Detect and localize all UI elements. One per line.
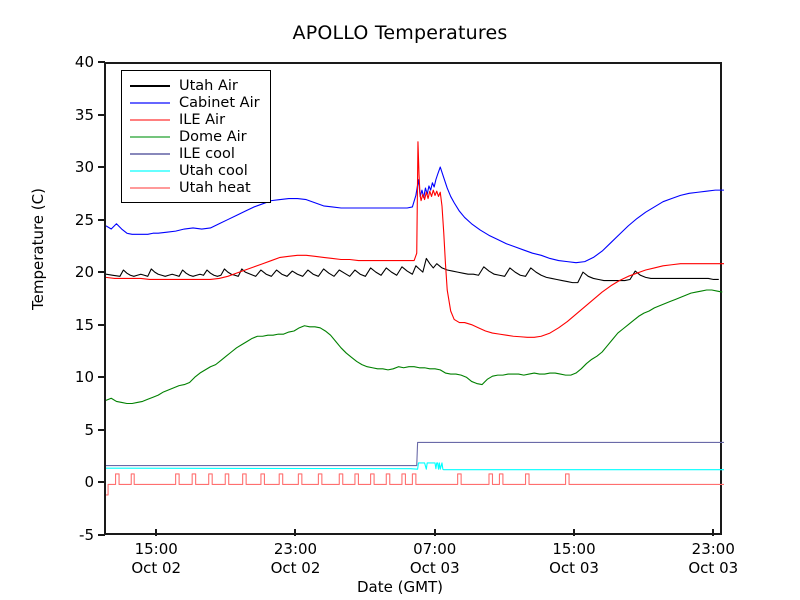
x-tick-time: 07:00 bbox=[413, 540, 457, 558]
legend-label: ILE Air bbox=[179, 111, 226, 128]
y-tick-label: -5 bbox=[79, 526, 94, 544]
legend-label: Utah cool bbox=[179, 162, 248, 179]
series-line-ile-cool bbox=[106, 441, 724, 467]
chart-legend: Utah Air Cabinet Air ILE Air Dome Air ILE co… bbox=[121, 70, 271, 203]
legend-label: Dome Air bbox=[179, 128, 247, 145]
y-tick-mark bbox=[98, 534, 105, 536]
series-line-utah-cool bbox=[106, 462, 724, 471]
x-tick-label: 15:00 Oct 03 bbox=[504, 540, 644, 578]
y-tick-mark bbox=[98, 218, 105, 221]
legend-item-utah-heat[interactable]: Utah heat bbox=[130, 179, 260, 196]
x-tick-label: 23:00 Oct 02 bbox=[225, 540, 365, 578]
y-axis-label: Temperature (C) bbox=[29, 188, 47, 310]
x-tick-label: 07:00 Oct 03 bbox=[365, 540, 505, 578]
x-tick-mark bbox=[294, 529, 297, 536]
legend-item-utah-air[interactable]: Utah Air bbox=[130, 77, 260, 94]
x-tick-time: 15:00 bbox=[134, 540, 178, 558]
legend-swatch-icon bbox=[130, 84, 170, 87]
y-tick-mark bbox=[98, 166, 105, 169]
x-tick-time: 23:00 bbox=[273, 540, 318, 558]
legend-swatch-icon bbox=[130, 169, 170, 172]
y-tick-mark bbox=[98, 323, 105, 326]
y-tick-label: 40 bbox=[74, 53, 94, 71]
legend-item-cabinet-air[interactable]: Cabinet Air bbox=[130, 94, 260, 111]
y-tick-label: 0 bbox=[84, 473, 94, 492]
legend-swatch-icon bbox=[130, 118, 170, 121]
y-tick-label: 30 bbox=[74, 158, 94, 177]
x-tick-date: Oct 03 bbox=[688, 559, 739, 577]
legend-item-ile-cool[interactable]: ILE cool bbox=[130, 145, 260, 162]
legend-swatch-icon bbox=[130, 135, 170, 138]
legend-item-utah-cool[interactable]: Utah cool bbox=[130, 162, 260, 179]
legend-label: Utah Air bbox=[179, 77, 238, 94]
legend-swatch-icon bbox=[130, 186, 170, 189]
legend-swatch-icon bbox=[130, 152, 170, 155]
x-axis-label: Date (GMT) bbox=[356, 578, 444, 596]
legend-swatch-icon bbox=[130, 101, 170, 104]
y-tick-mark bbox=[98, 61, 105, 63]
x-tick-date: Oct 02 bbox=[131, 559, 182, 577]
x-tick-date: Oct 03 bbox=[549, 559, 599, 577]
legend-label: ILE cool bbox=[179, 145, 235, 162]
x-tick-mark bbox=[433, 529, 436, 536]
x-tick-date: Oct 02 bbox=[270, 559, 321, 577]
y-tick-label: 10 bbox=[74, 368, 94, 387]
x-tick-label: 23:00 Oct 03 bbox=[643, 540, 783, 578]
series-line-dome-air bbox=[106, 289, 723, 405]
y-tick-mark bbox=[98, 481, 105, 484]
y-tick-mark bbox=[98, 428, 105, 431]
x-tick-time: 15:00 bbox=[552, 540, 596, 558]
series-line-ile-air bbox=[106, 141, 724, 338]
x-tick-mark bbox=[712, 529, 715, 536]
legend-label: Utah heat bbox=[179, 179, 251, 196]
x-tick-mark bbox=[155, 529, 158, 536]
y-tick-label: 5 bbox=[84, 420, 94, 439]
y-tick-label: 25 bbox=[74, 210, 94, 229]
plot-lines-svg bbox=[106, 141, 724, 496]
y-tick-label: 20 bbox=[74, 263, 94, 282]
series-line-utah-air bbox=[106, 257, 719, 284]
chart-title: APOLLO Temperatures bbox=[292, 22, 508, 44]
y-tick-mark bbox=[98, 113, 105, 116]
y-tick-label: 15 bbox=[74, 315, 94, 334]
x-tick-date: Oct 03 bbox=[409, 559, 460, 577]
y-tick-mark bbox=[98, 271, 105, 274]
legend-item-dome-air[interactable]: Dome Air bbox=[130, 128, 260, 145]
legend-item-ile-air[interactable]: ILE Air bbox=[130, 111, 260, 128]
series-line-utah-heat bbox=[106, 473, 724, 496]
x-tick-label: 15:00 Oct 02 bbox=[86, 540, 226, 578]
x-tick-time: 23:00 bbox=[691, 540, 735, 558]
legend-label: Cabinet Air bbox=[179, 94, 260, 111]
x-tick-mark bbox=[573, 529, 576, 536]
y-tick-label: 35 bbox=[74, 105, 94, 124]
y-tick-mark bbox=[98, 376, 105, 379]
